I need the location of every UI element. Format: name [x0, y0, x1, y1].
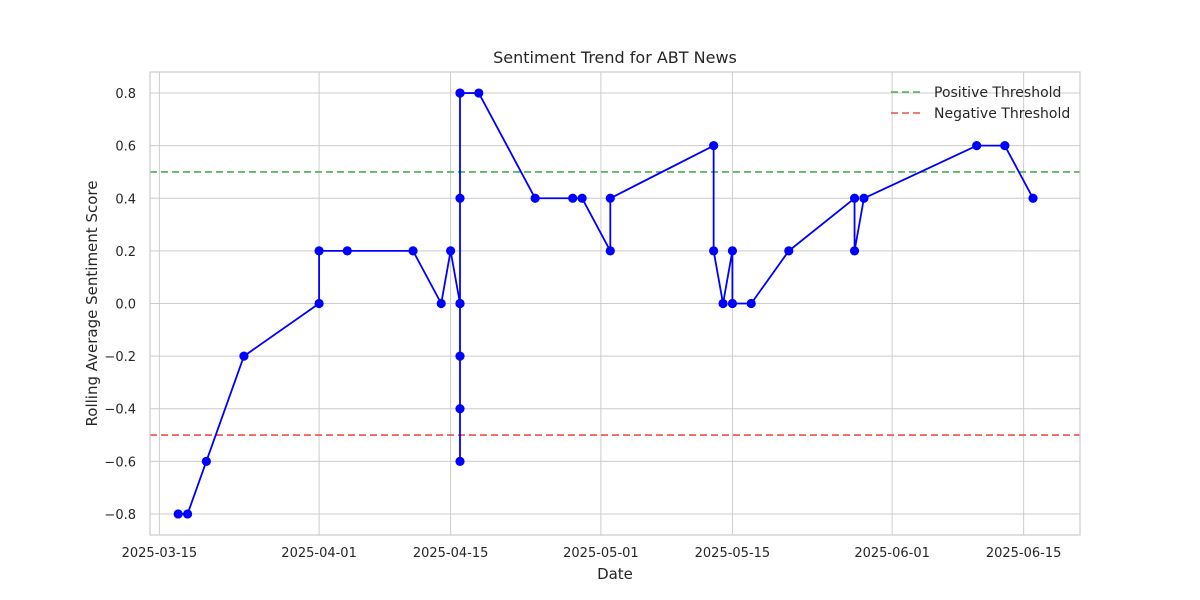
data-point: [474, 88, 484, 98]
y-tick-label: 0.4: [115, 192, 136, 207]
data-point: [182, 509, 193, 519]
y-tick-label: −0.8: [104, 508, 136, 523]
data-point: [455, 88, 465, 98]
x-tick-label: 2025-06-01: [854, 546, 930, 561]
data-point: [530, 193, 540, 203]
data-point: [436, 298, 446, 309]
y-tick-label: −0.6: [104, 455, 136, 470]
data-point: [605, 193, 615, 203]
y-tick-label: 0.2: [115, 245, 136, 260]
data-point: [709, 141, 719, 151]
data-point: [455, 456, 465, 466]
data-series: [173, 88, 1038, 519]
data-point: [455, 298, 465, 309]
y-tick-label: 0.6: [115, 140, 136, 155]
y-tick-label: −0.2: [104, 350, 136, 365]
chart-title: Sentiment Trend for ABT News: [493, 48, 737, 67]
x-tick-label: 2025-03-15: [122, 546, 198, 561]
data-point: [314, 246, 324, 256]
y-tick-label: 0.0: [115, 298, 136, 313]
data-point: [173, 509, 183, 519]
data-point: [342, 246, 352, 256]
x-tick-label: 2025-04-15: [413, 546, 489, 561]
legend: Positive Threshold Negative Threshold: [891, 85, 1070, 122]
x-tick-label: 2025-05-01: [563, 546, 639, 561]
y-tick-label: 0.8: [115, 87, 136, 102]
x-axis-title: Date: [597, 565, 633, 583]
data-point: [859, 193, 869, 203]
data-point: [727, 246, 738, 256]
threshold-lines: [150, 171, 1080, 436]
data-point: [605, 246, 615, 256]
data-point: [718, 298, 728, 309]
legend-label-positive-threshold: Positive Threshold: [934, 85, 1061, 101]
data-point: [709, 246, 719, 256]
x-tick-label: 2025-04-01: [281, 546, 357, 561]
x-tick-label: 2025-06-15: [986, 546, 1062, 561]
x-axis-ticks: 2025-03-15 2025-04-01 2025-04-15 2025-05-01…: [122, 546, 1062, 561]
data-point: [1028, 193, 1038, 203]
data-point: [1000, 141, 1010, 151]
data-point: [577, 193, 587, 203]
data-point: [408, 246, 418, 256]
data-point: [727, 298, 738, 309]
data-point: [455, 351, 465, 361]
y-axis-ticks: −0.8 −0.6 −0.4 −0.2 0.0 0.2 0.4 0.6 0.8: [104, 87, 136, 523]
data-point: [972, 141, 982, 151]
data-point: [746, 298, 756, 309]
grid: [150, 72, 1080, 535]
data-point: [446, 246, 456, 256]
data-point: [314, 298, 324, 309]
data-point: [849, 246, 860, 256]
data-point: [455, 193, 465, 203]
series-line: [178, 92, 1034, 515]
y-tick-label: −0.4: [104, 403, 136, 418]
data-point: [239, 351, 249, 361]
data-point: [784, 246, 794, 256]
data-point: [201, 456, 211, 466]
data-point: [849, 193, 860, 203]
x-tick-label: 2025-05-15: [695, 546, 771, 561]
legend-label-negative-threshold: Negative Threshold: [934, 106, 1070, 122]
data-point: [455, 404, 465, 414]
data-point: [568, 193, 578, 203]
y-axis-title: Rolling Average Sentiment Score: [83, 181, 101, 427]
plot-frame: [149, 71, 1081, 536]
